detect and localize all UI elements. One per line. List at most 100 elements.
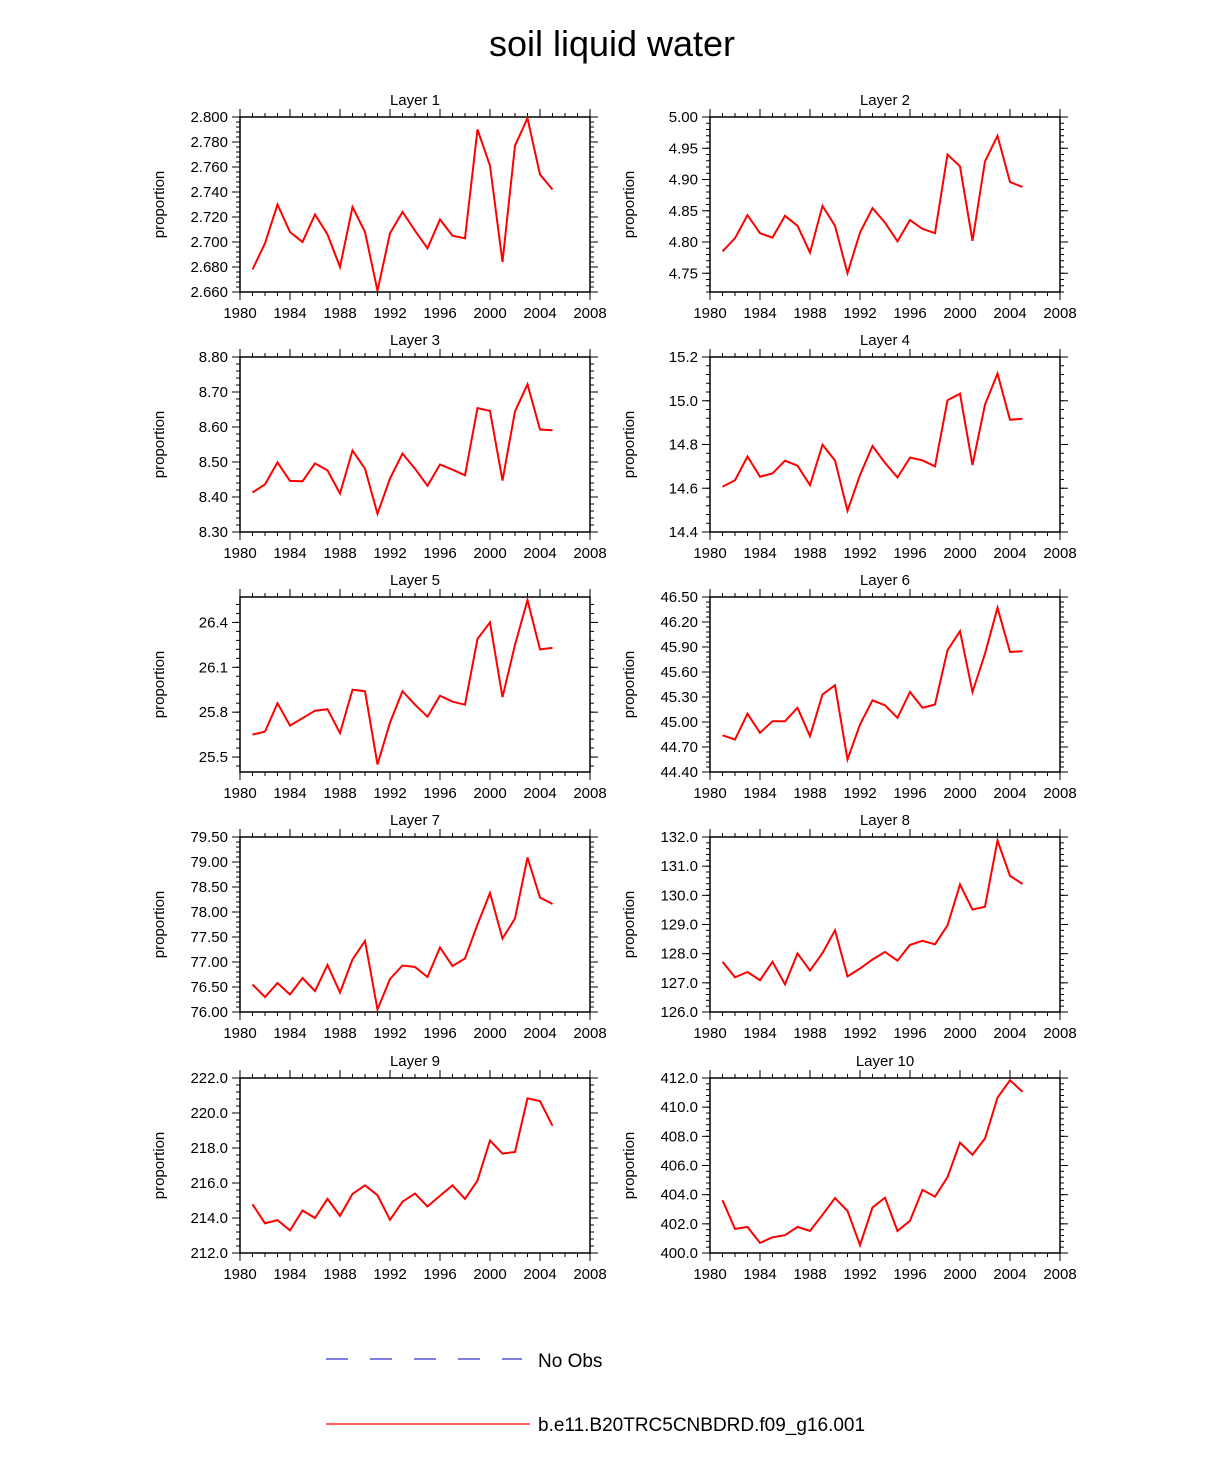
- chart-panel-layer-6: Layer 6 proportion 1980 1984 1988 1992 1996 200…: [621, 572, 1077, 802]
- y-tick-label: 44.70: [660, 739, 698, 756]
- y-tick-label: 45.60: [660, 664, 698, 681]
- x-tick-label: 2008: [1043, 1266, 1076, 1283]
- x-tick-label: 2000: [473, 1266, 506, 1283]
- y-tick-label: 400.0: [660, 1245, 698, 1262]
- x-tick-label: 2008: [1043, 545, 1076, 562]
- x-tick-label: 1992: [843, 305, 876, 322]
- y-tick-label: 44.40: [660, 764, 698, 781]
- y-tick-label: 26.4: [199, 614, 228, 631]
- y-tick-label: 2.780: [190, 134, 228, 151]
- x-tick-label: 1996: [893, 545, 926, 562]
- x-tick-label: 1996: [423, 1025, 456, 1042]
- y-tick-label: 8.50: [199, 454, 228, 471]
- legend-label-model: b.e11.B20TRC5CNBDRD.f09_g16.001: [538, 1415, 865, 1436]
- plot-frame: [239, 596, 591, 773]
- plot-frame: [709, 836, 1061, 1013]
- y-tick-label: 77.00: [190, 954, 228, 971]
- y-tick-label: 5.00: [669, 109, 698, 126]
- y-tick-label: 4.90: [669, 172, 698, 189]
- y-tick-label: 410.0: [660, 1099, 698, 1116]
- y-axis-label: proportion: [621, 1132, 638, 1200]
- x-tick-label: 1992: [843, 545, 876, 562]
- y-axis-label: proportion: [151, 1132, 168, 1200]
- y-tick-label: 26.1: [199, 659, 228, 676]
- y-tick-label: 404.0: [660, 1187, 698, 1204]
- chart-panel-layer-5: Layer 5 proportion 1980 1984 1988 1992 1996 200…: [151, 572, 607, 802]
- x-tick-label: 2000: [943, 545, 976, 562]
- y-tick-label: 14.8: [669, 437, 698, 454]
- y-tick-label: 76.50: [190, 979, 228, 996]
- y-tick-label: 25.5: [199, 749, 228, 766]
- y-tick-label: 212.0: [190, 1245, 228, 1262]
- y-tick-label: 214.0: [190, 1210, 228, 1227]
- x-tick-label: 1988: [793, 305, 826, 322]
- x-tick-label: 1988: [323, 785, 356, 802]
- y-tick-label: 14.4: [669, 524, 698, 541]
- x-tick-label: 1988: [323, 1025, 356, 1042]
- x-tick-label: 2000: [943, 305, 976, 322]
- plot-frame: [239, 836, 591, 1013]
- x-tick-label: 2008: [1043, 785, 1076, 802]
- chart-title: Layer 10: [856, 1053, 914, 1070]
- x-tick-label: 1980: [693, 1266, 726, 1283]
- y-tick-label: 79.00: [190, 854, 228, 871]
- x-tick-label: 2004: [993, 545, 1026, 562]
- x-tick-label: 1984: [743, 785, 776, 802]
- x-tick-label: 1988: [793, 785, 826, 802]
- x-tick-label: 1996: [423, 1266, 456, 1283]
- x-tick-label: 1992: [373, 545, 406, 562]
- x-tick-label: 2000: [473, 545, 506, 562]
- panels-group: Layer 1 proportion 1980 1984 1988 1992 1996 200…: [151, 92, 1077, 1283]
- y-axis-label: proportion: [621, 651, 638, 719]
- x-tick-label: 1980: [693, 305, 726, 322]
- y-tick-label: 2.700: [190, 234, 228, 251]
- y-axis-label: proportion: [621, 171, 638, 239]
- y-tick-label: 45.90: [660, 639, 698, 656]
- chart-panel-layer-4: Layer 4 proportion 1980 1984 1988 1992 1996 200…: [621, 332, 1077, 562]
- x-tick-label: 2004: [993, 1266, 1026, 1283]
- x-tick-label: 1984: [273, 785, 306, 802]
- x-tick-label: 1992: [843, 1025, 876, 1042]
- chart-title: Layer 3: [390, 332, 440, 349]
- y-tick-label: 127.0: [660, 975, 698, 992]
- y-tick-label: 218.0: [190, 1140, 228, 1157]
- y-tick-label: 220.0: [190, 1105, 228, 1122]
- x-tick-label: 1996: [893, 1266, 926, 1283]
- x-tick-label: 1984: [273, 305, 306, 322]
- y-tick-label: 2.760: [190, 159, 228, 176]
- y-tick-label: 412.0: [660, 1070, 698, 1087]
- x-tick-label: 1980: [223, 785, 256, 802]
- y-tick-label: 4.75: [669, 265, 698, 282]
- x-tick-label: 1992: [373, 1025, 406, 1042]
- y-tick-label: 8.30: [199, 524, 228, 541]
- x-tick-label: 1992: [843, 1266, 876, 1283]
- y-tick-label: 8.80: [199, 349, 228, 366]
- y-tick-label: 14.6: [669, 480, 698, 497]
- x-tick-label: 1996: [893, 305, 926, 322]
- x-tick-label: 2004: [523, 785, 556, 802]
- x-tick-label: 1988: [323, 1266, 356, 1283]
- x-tick-label: 2000: [943, 1266, 976, 1283]
- y-tick-label: 132.0: [660, 829, 698, 846]
- x-tick-label: 1980: [223, 1025, 256, 1042]
- chart-panel-layer-7: Layer 7 proportion 1980 1984 1988 1992 1996 200…: [151, 812, 607, 1042]
- y-tick-label: 8.60: [199, 419, 228, 436]
- chart-title: Layer 6: [860, 572, 910, 589]
- y-tick-label: 8.70: [199, 384, 228, 401]
- y-tick-label: 2.740: [190, 184, 228, 201]
- plot-frame: [239, 1077, 591, 1254]
- x-tick-label: 2008: [1043, 305, 1076, 322]
- legend: No Obs b.e11.B20TRC5CNBDRD.f09_g16.001: [326, 1351, 865, 1436]
- x-tick-label: 1984: [743, 1025, 776, 1042]
- y-tick-label: 4.85: [669, 203, 698, 220]
- y-axis-label: proportion: [621, 411, 638, 479]
- plot-frame: [239, 116, 591, 293]
- y-tick-label: 2.660: [190, 284, 228, 301]
- chart-title: Layer 7: [390, 812, 440, 829]
- chart-panel-layer-3: Layer 3 proportion 1980 1984 1988 1992 1996 200…: [151, 332, 607, 562]
- x-tick-label: 1996: [423, 545, 456, 562]
- x-tick-label: 1984: [273, 1266, 306, 1283]
- x-tick-label: 1992: [373, 1266, 406, 1283]
- x-tick-label: 2000: [473, 785, 506, 802]
- x-tick-label: 1988: [323, 305, 356, 322]
